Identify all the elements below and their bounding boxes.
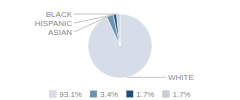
leader-line [127, 77, 166, 78]
pie [88, 14, 152, 78]
legend-label: 3.4% [100, 90, 118, 99]
slice-label: BLACK [46, 10, 73, 19]
leader-line [74, 14, 118, 15]
legend-swatch [126, 91, 133, 98]
legend-item: 3.4% [90, 90, 118, 99]
pie-slice [113, 14, 120, 46]
pie-slice [107, 15, 120, 46]
legend-swatch [49, 91, 56, 98]
slice-label: HISPANIC [35, 19, 72, 28]
legend-label: 93.1% [59, 90, 82, 99]
slice-label: ASIAN [48, 28, 72, 37]
legend-swatch [90, 91, 97, 98]
legend: 93.1% 3.4% 1.7% 1.7% [49, 90, 190, 99]
legend-item: 93.1% [49, 90, 82, 99]
leader-line [74, 16, 110, 32]
legend-label: 1.7% [172, 90, 190, 99]
chart: WHITE ASIANHISPANICBLACK 93.1% 3.4% 1.7% 1.7% [0, 0, 240, 100]
leader-line [74, 14, 115, 23]
slice-label: WHITE [168, 73, 194, 82]
slice-labels: WHITE ASIANHISPANICBLACK [35, 10, 194, 82]
pie-slice [117, 14, 120, 46]
legend-item: 1.7% [126, 90, 154, 99]
pie-slice [88, 14, 152, 78]
legend-label: 1.7% [136, 90, 154, 99]
legend-item: 1.7% [162, 90, 190, 99]
legend-swatch [162, 91, 169, 98]
